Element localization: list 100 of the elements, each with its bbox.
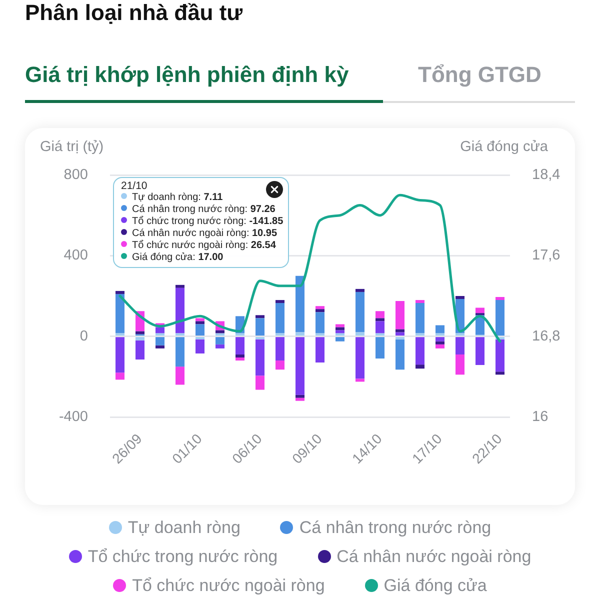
annotation: Cá nhân trong nước ròng: 97.26 xyxy=(132,204,276,215)
annotation: 21/10 xyxy=(121,180,148,192)
bar xyxy=(316,306,324,310)
bar xyxy=(376,311,384,318)
bar xyxy=(396,329,404,332)
bar xyxy=(296,394,304,398)
y2-tick-label: 16 xyxy=(532,409,548,425)
bar xyxy=(436,325,444,334)
bar xyxy=(356,337,364,379)
bar xyxy=(176,337,184,367)
bar xyxy=(256,376,264,390)
bar xyxy=(456,354,464,375)
y-tick-label: 800 xyxy=(64,167,88,183)
bar xyxy=(396,332,404,336)
y2-axis-title: Giá đóng cửa xyxy=(460,139,548,155)
bar xyxy=(136,337,144,340)
bar xyxy=(416,337,424,365)
bar xyxy=(316,337,324,363)
bar xyxy=(176,288,184,334)
bar xyxy=(436,337,444,342)
bar xyxy=(496,300,504,336)
y-tick-label: -400 xyxy=(58,409,88,425)
bar xyxy=(336,327,344,330)
bar xyxy=(376,318,384,322)
bar xyxy=(216,337,224,344)
bar xyxy=(356,292,364,332)
bar xyxy=(416,303,424,334)
annotation: Tổ chức nước ngoài ròng: 26.54 xyxy=(132,240,276,251)
bar xyxy=(196,318,204,322)
legend-label: Tổ chức nước ngoài ròng xyxy=(132,576,325,596)
bar xyxy=(276,337,284,361)
legend-label: Cá nhân trong nước ròng xyxy=(299,518,492,538)
bar xyxy=(276,300,284,304)
bar xyxy=(396,301,404,330)
bar xyxy=(176,284,184,288)
line-series xyxy=(118,194,502,343)
bar xyxy=(456,337,464,354)
y2-tick-label: 16,8 xyxy=(532,328,560,344)
bar xyxy=(256,318,264,336)
bar xyxy=(296,332,304,336)
bar xyxy=(356,288,364,292)
bar xyxy=(156,345,164,348)
annotation: Cá nhân nước ngoài ròng: 10.95 xyxy=(132,228,278,239)
y2-tick-label: 18,4 xyxy=(532,167,560,183)
bar xyxy=(216,344,224,348)
legend-label: Tự doanh ròng xyxy=(128,518,240,538)
bar xyxy=(476,308,484,314)
bar xyxy=(496,339,504,372)
bar xyxy=(276,360,284,370)
text: Tổng GTGD xyxy=(418,62,542,88)
bar xyxy=(416,364,424,369)
bar xyxy=(496,372,504,375)
bar xyxy=(356,332,364,336)
bar xyxy=(236,337,244,354)
bar xyxy=(436,344,444,348)
bar xyxy=(316,312,324,334)
annotation: Giá đóng cửa: 17.00 xyxy=(132,252,224,263)
bar xyxy=(116,294,124,334)
legend-label: Tổ chức trong nước ròng xyxy=(88,546,278,566)
bar xyxy=(256,339,264,376)
legend-label: Cá nhân nước ngoài ròng xyxy=(336,546,532,566)
bar xyxy=(116,372,124,380)
bar xyxy=(416,300,424,304)
bar xyxy=(136,340,144,360)
annotation: Tổ chức trong nước ròng: -141.85 xyxy=(132,216,284,227)
chart-subtitle: Giá trị khớp lệnh phiên định kỳ xyxy=(25,62,349,88)
bar xyxy=(336,337,344,342)
bar xyxy=(196,321,204,324)
bar xyxy=(336,330,344,334)
bar xyxy=(176,366,184,385)
bar xyxy=(156,327,164,334)
bar xyxy=(436,341,444,344)
bar xyxy=(116,290,124,294)
legend-label: Giá đóng cửa xyxy=(384,576,487,596)
bar xyxy=(376,337,384,359)
bar xyxy=(136,331,144,334)
bar xyxy=(236,354,244,358)
chart-title: Phân loại nhà đầu tư xyxy=(25,0,243,26)
bar xyxy=(156,337,164,346)
bar xyxy=(456,296,464,300)
bar xyxy=(296,276,304,332)
bar xyxy=(216,330,224,334)
bar xyxy=(496,297,504,300)
bar xyxy=(396,339,404,370)
bar xyxy=(376,321,384,334)
bar xyxy=(196,339,204,354)
y2-tick-label: 17,6 xyxy=(532,248,560,264)
y-tick-label: 0 xyxy=(80,328,88,344)
bar xyxy=(196,324,204,336)
bar xyxy=(236,358,244,361)
bar xyxy=(276,303,284,334)
bar xyxy=(476,337,484,365)
y-axis-title: Giá trị (tỷ) xyxy=(40,139,104,155)
annotation: Tự doanh ròng: 7.11 xyxy=(132,192,223,203)
bar xyxy=(296,337,304,395)
bar xyxy=(356,378,364,382)
y-tick-label: 400 xyxy=(64,248,88,264)
bar xyxy=(256,315,264,318)
bar xyxy=(116,337,124,373)
bar xyxy=(316,309,324,312)
